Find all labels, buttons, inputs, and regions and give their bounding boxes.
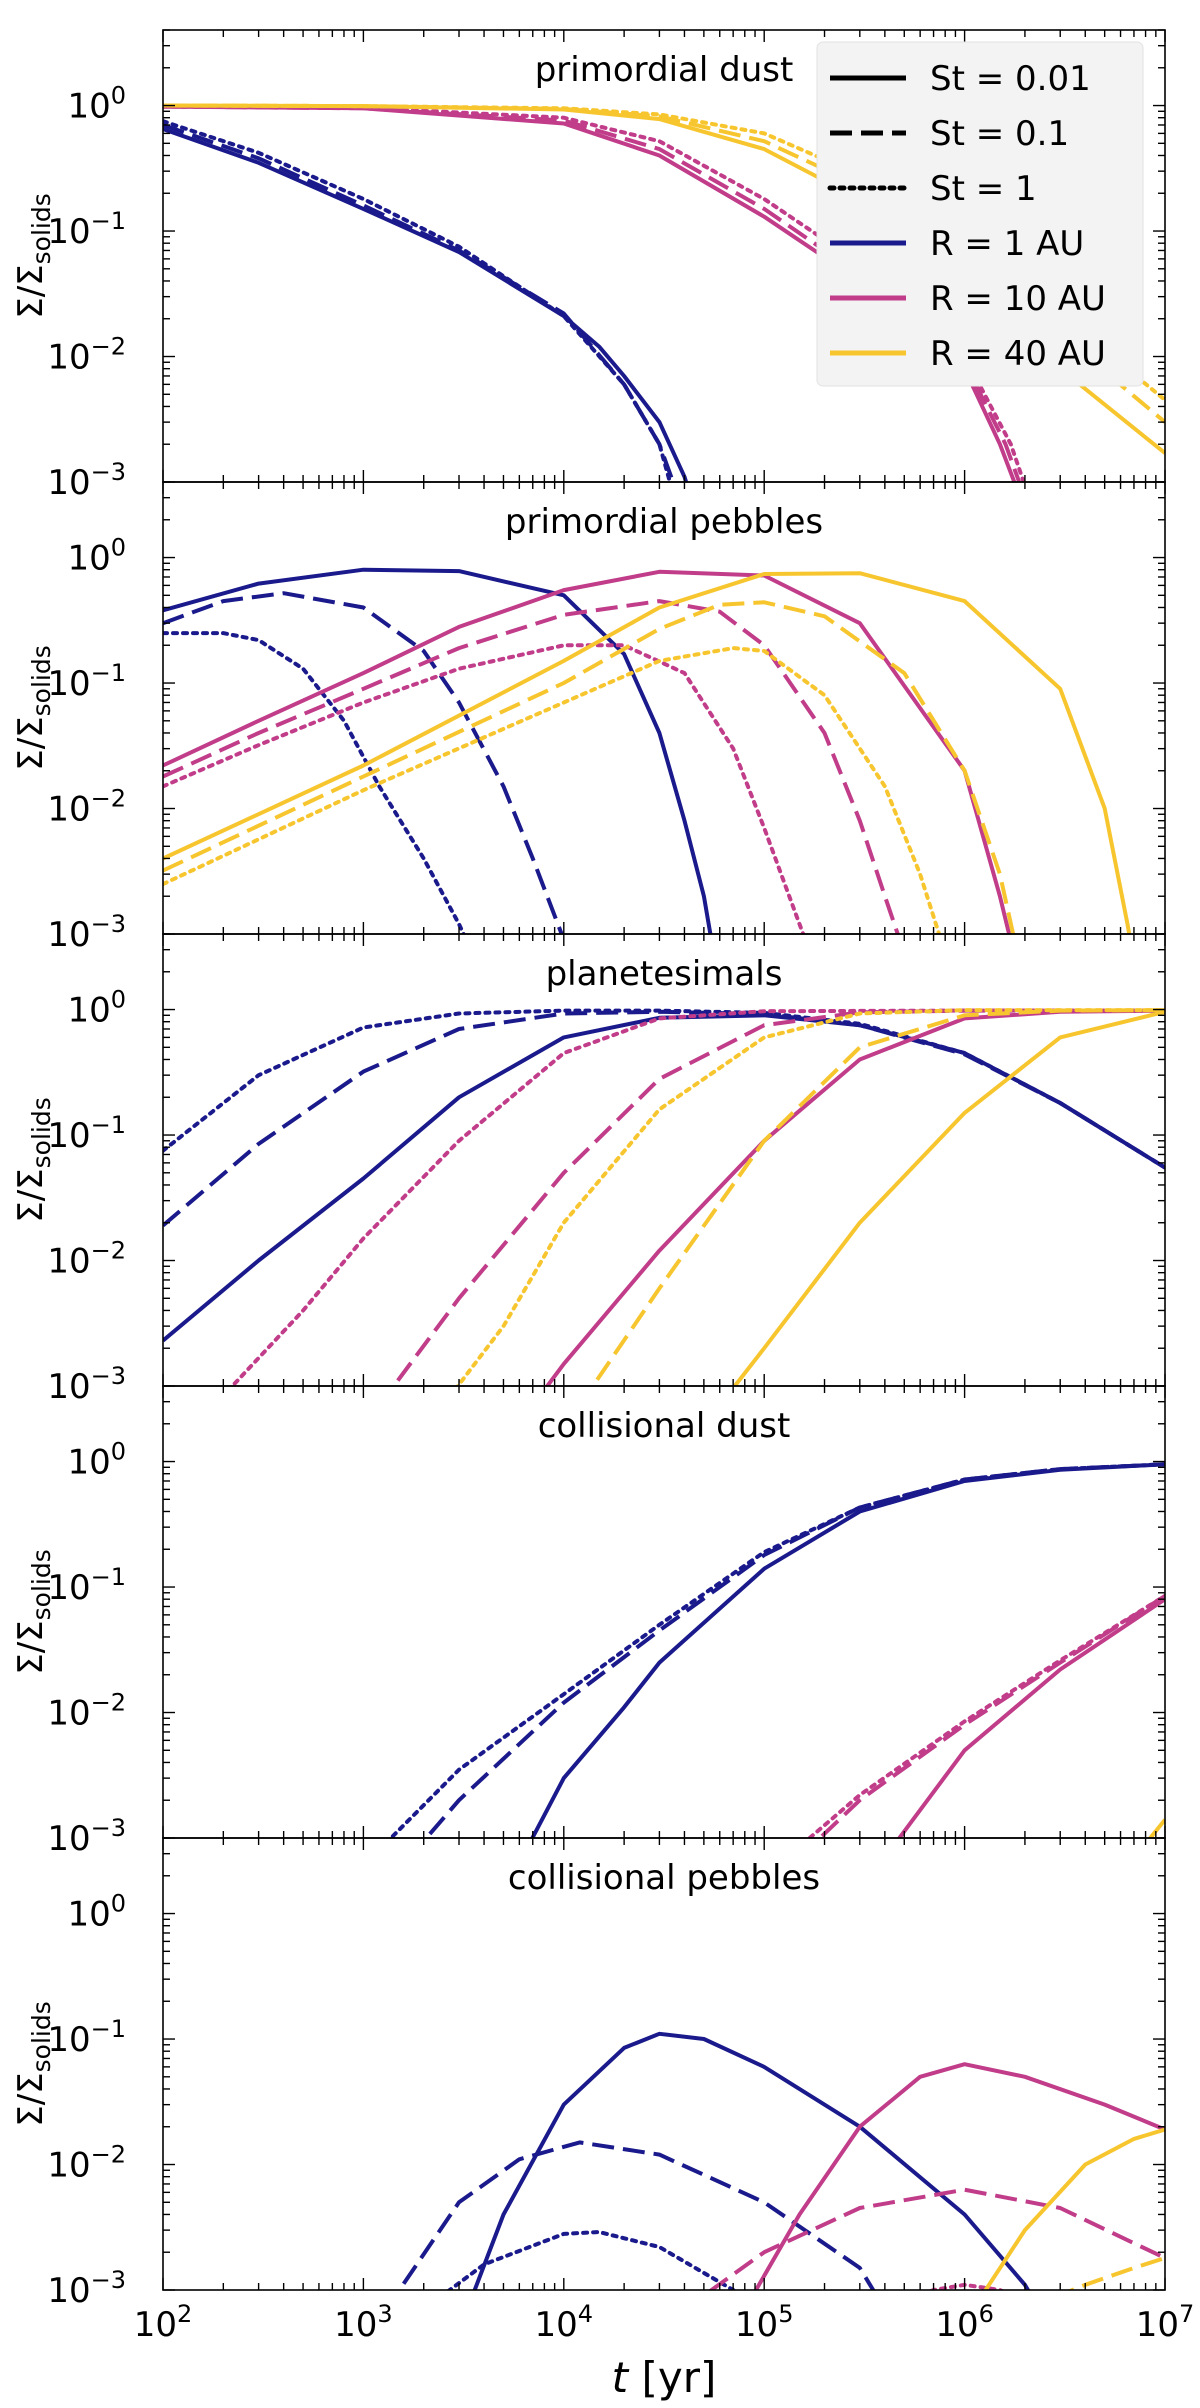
legend: St = 0.01 St = 0.1 St = 1 R = 1 AU R = 10 AU… [816,41,1144,387]
series-line [388,1462,1165,1838]
panel-title-primordial-dust: primordial dust [535,50,794,90]
y-axis-label: Σ/Σsolids [11,1097,56,1223]
series-line [163,1013,1165,1343]
panel-title-planetesimals: planetesimals [546,954,783,994]
series-line [163,646,942,934]
y-tick-label: 100 [67,1438,126,1483]
series-line [163,123,676,482]
series-line [163,567,713,934]
legend-label: R = 40 AU [930,334,1106,374]
series-line [983,2127,1165,2290]
x-tick-label: 106 [935,2300,994,2345]
panel-primordial-dust: 100 10−1 10−2 10−3 Σ/Σsolids primordial dust… [11,29,1166,503]
series-line [753,2062,1165,2290]
legend-label: St = 0.01 [930,59,1091,99]
y-axis-label: Σ/Σsolids [11,1549,56,1675]
series-line [163,119,672,482]
panel-collisional-dust: 100 10−1 10−2 10−3 Σ/Σsolids collisional dus… [11,1385,1166,1859]
legend-label: R = 10 AU [930,279,1106,319]
y-axis-label: Σ/Σsolids [11,2001,56,2127]
y-tick-label: 10−2 [47,785,126,830]
series-line [163,599,900,934]
y-tick-label: 10−1 [47,207,126,252]
y-tick-label: 10−1 [47,2015,126,2060]
x-tick-label: 105 [735,2300,794,2345]
series-line [708,2187,1165,2290]
series-line [163,104,1026,482]
legend-label: R = 1 AU [930,224,1084,264]
series-line [732,1009,1165,1386]
x-axis-label-var: t [612,2353,630,2402]
series-line [455,1008,1165,1386]
series-line [163,104,1022,482]
y-tick-label: 10−2 [47,2141,126,2186]
series-line [896,1597,1165,1838]
series-line [163,127,689,482]
y-tick-label: 10−3 [47,1362,126,1407]
axes-frame [162,1837,1166,2291]
x-tick-label: 102 [134,2300,193,2345]
legend-label: St = 0.1 [930,114,1069,154]
series-line [446,2230,737,2290]
y-tick-label: 10−1 [47,1111,126,1156]
y-tick-label: 10−3 [47,1814,126,1859]
y-tick-label: 10−2 [47,1237,126,1282]
series-line [472,2031,1031,2290]
x-tick-label: 107 [1136,2300,1195,2345]
y-tick-label: 100 [67,1890,126,1935]
panel-title-collisional-dust: collisional dust [538,1406,791,1446]
series-line [163,1009,1165,1228]
y-tick-label: 10−1 [47,1563,126,1608]
y-tick-label: 100 [67,82,126,127]
series-line [806,1593,1165,1838]
series-line [163,569,1012,934]
y-axis-label: Σ/Σsolids [11,193,56,319]
x-tick-labels: 102 103 104 105 106 107 [134,2300,1195,2345]
y-tick-label: 10−1 [47,659,126,704]
series-line [396,2140,876,2290]
x-tick-label: 104 [535,2300,594,2345]
series-line [163,591,564,934]
y-tick-label: 10−3 [47,458,126,503]
series-line [163,631,466,934]
panel-title-primordial-pebbles: primordial pebbles [505,502,823,542]
series-line [391,1008,1165,1386]
panel-planetesimals: 100 10−1 10−2 10−3 Σ/Σsolids planetesimals [11,933,1166,1407]
legend-label: St = 1 [930,169,1037,209]
panel-title-collisional-pebbles: collisional pebbles [508,1858,820,1898]
x-axis-label-unit: [yr] [628,2353,716,2402]
series-line [163,571,1132,934]
series-line [163,1008,1165,1170]
axes-frame [162,933,1166,1387]
y-tick-label: 10−3 [47,2266,126,2311]
x-tick-label: 103 [334,2300,393,2345]
series-line [423,1462,1165,1838]
y-tick-label: 100 [67,986,126,1031]
y-tick-label: 10−3 [47,910,126,955]
series-line [544,1008,1165,1386]
x-axis-label: t [yr] [612,2353,717,2402]
y-tick-label: 10−2 [47,1689,126,1734]
series-line [229,1008,1165,1386]
panel-primordial-pebbles: 100 10−1 10−2 10−3 Σ/Σsolids primordial pebb… [11,481,1166,955]
panel-collisional-pebbles: 100 10−1 10−2 10−3 Σ/Σsolids collisional peb… [11,1837,1166,2311]
y-tick-label: 10−2 [47,333,126,378]
axes-frame [162,1385,1166,1839]
series-line [163,600,1016,934]
series-line [163,643,806,934]
y-tick-label: 100 [67,534,126,579]
y-axis-label: Σ/Σsolids [11,645,56,771]
series-line [1067,2256,1165,2290]
